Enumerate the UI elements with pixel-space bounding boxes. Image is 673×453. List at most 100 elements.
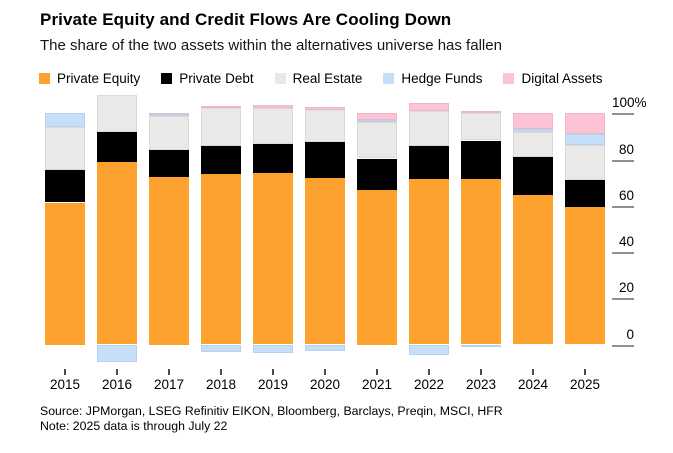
segment-hedge-funds-2017 — [149, 114, 189, 116]
legend-item-private-equity: Private Equity — [39, 71, 140, 86]
segment-private-equity-2015 — [45, 202, 85, 345]
segment-hedge-funds-2015 — [45, 113, 85, 127]
bar-2019: 2019 — [253, 94, 293, 394]
source-note: Source: JPMorgan, LSEG Refinitiv EIKON, … — [40, 404, 503, 418]
segment-hedge-funds-2025 — [565, 133, 605, 145]
x-tick-2021 — [376, 369, 378, 375]
x-tick-2024 — [532, 369, 534, 375]
x-label-2017: 2017 — [153, 377, 185, 392]
segment-private-equity-2024 — [513, 195, 553, 345]
x-label-2025: 2025 — [569, 377, 601, 392]
segment-real-estate-2024 — [513, 132, 553, 157]
x-label-2024: 2024 — [517, 377, 549, 392]
segment-real-estate-2019 — [253, 107, 293, 145]
legend-item-real-estate: Real Estate — [274, 71, 362, 86]
bar-2016: 2016 — [97, 94, 137, 394]
legend-swatch-private-equity — [39, 73, 50, 84]
segment-hedge-funds-2023 — [461, 344, 501, 347]
legend-label-digital-assets: Digital Assets — [521, 71, 603, 86]
segment-private-debt-2022 — [409, 145, 449, 180]
y-tick-label-40: 40 — [618, 234, 634, 249]
chart-subtitle: The share of the two assets within the a… — [40, 37, 502, 54]
segment-hedge-funds-2016 — [97, 344, 137, 363]
segment-digital-assets-2022 — [409, 103, 449, 112]
y-tick-line-80 — [612, 159, 634, 162]
y-tick-line-20 — [612, 298, 634, 301]
segment-private-debt-2019 — [253, 144, 293, 173]
plot-area: 2015 2016 2017 2018 2019 2020 2021 2022 2023 2024… — [45, 94, 605, 394]
segment-hedge-funds-2024 — [513, 129, 553, 133]
segment-real-estate-2020 — [305, 109, 345, 142]
y-tick-line-60 — [612, 205, 634, 208]
segment-private-equity-2020 — [305, 178, 345, 345]
y-tick-line-0 — [612, 344, 634, 347]
segment-private-debt-2021 — [357, 158, 397, 190]
segment-digital-assets-2020 — [305, 106, 345, 110]
chart-title: Private Equity and Credit Flows Are Cool… — [40, 10, 452, 29]
segment-digital-assets-2019 — [253, 105, 293, 108]
bar-2015: 2015 — [45, 94, 85, 394]
x-label-2019: 2019 — [257, 377, 289, 392]
segment-real-estate-2022 — [409, 111, 449, 146]
y-tick-label-100: 100% — [612, 95, 647, 111]
legend-swatch-real-estate — [274, 73, 286, 84]
segment-private-debt-2020 — [305, 141, 345, 179]
segment-private-debt-2017 — [149, 149, 189, 177]
segment-private-debt-2015 — [45, 169, 85, 203]
legend-swatch-digital-assets — [503, 73, 515, 84]
segment-real-estate-2025 — [565, 144, 605, 181]
segment-private-equity-2022 — [409, 179, 449, 345]
segment-private-equity-2016 — [97, 161, 137, 345]
segment-private-equity-2025 — [565, 206, 605, 345]
segment-digital-assets-2025 — [565, 113, 605, 134]
x-tick-2022 — [428, 369, 430, 375]
segment-digital-assets-2021 — [357, 113, 397, 120]
bar-2018: 2018 — [201, 94, 241, 394]
segment-private-debt-2018 — [201, 145, 241, 174]
segment-real-estate-2018 — [201, 107, 241, 146]
x-label-2016: 2016 — [101, 377, 133, 392]
legend-item-digital-assets: Digital Assets — [503, 71, 603, 86]
segment-real-estate-2016 — [97, 95, 137, 132]
y-tick-line-100 — [612, 113, 634, 116]
legend-swatch-hedge-funds — [383, 73, 395, 84]
y-tick-line-40 — [612, 252, 634, 254]
bar-2021: 2021 — [357, 94, 397, 394]
legend-item-private-debt: Private Debt — [161, 71, 254, 86]
segment-digital-assets-2018 — [201, 105, 241, 108]
x-tick-2018 — [220, 369, 222, 375]
bar-2020: 2020 — [305, 94, 345, 394]
y-axis: 100% 80 60 40 20 0 — [610, 94, 670, 394]
segment-digital-assets-2017 — [149, 113, 189, 115]
segment-private-equity-2023 — [461, 179, 501, 345]
segment-real-estate-2023 — [461, 113, 501, 141]
x-tick-2025 — [584, 369, 586, 375]
segment-private-debt-2016 — [97, 131, 137, 162]
segment-hedge-funds-2021 — [357, 119, 397, 123]
bar-2022: 2022 — [409, 94, 449, 394]
x-label-2018: 2018 — [205, 377, 237, 392]
legend-label-hedge-funds: Hedge Funds — [401, 71, 483, 86]
segment-real-estate-2015 — [45, 126, 85, 170]
y-tick-label-0: 0 — [626, 326, 634, 342]
x-label-2020: 2020 — [309, 377, 341, 392]
x-label-2015: 2015 — [49, 377, 81, 392]
legend-item-hedge-funds: Hedge Funds — [383, 71, 482, 86]
segment-private-debt-2023 — [461, 140, 501, 180]
legend-label-private-debt: Private Debt — [179, 71, 254, 86]
segment-private-equity-2017 — [149, 177, 189, 345]
legend-swatch-private-debt — [161, 73, 173, 84]
segment-real-estate-2017 — [149, 116, 189, 150]
y-tick-label-60: 60 — [618, 187, 634, 203]
x-tick-2017 — [168, 369, 170, 375]
x-tick-2023 — [480, 369, 482, 375]
segment-real-estate-2021 — [357, 122, 397, 159]
segment-private-equity-2021 — [357, 189, 397, 345]
segment-hedge-funds-2022 — [409, 344, 449, 355]
segment-private-debt-2025 — [565, 180, 605, 207]
x-label-2023: 2023 — [465, 377, 497, 392]
segment-digital-assets-2024 — [513, 113, 553, 130]
y-tick-label-80: 80 — [618, 141, 634, 157]
bar-2025: 2025 — [565, 94, 605, 394]
